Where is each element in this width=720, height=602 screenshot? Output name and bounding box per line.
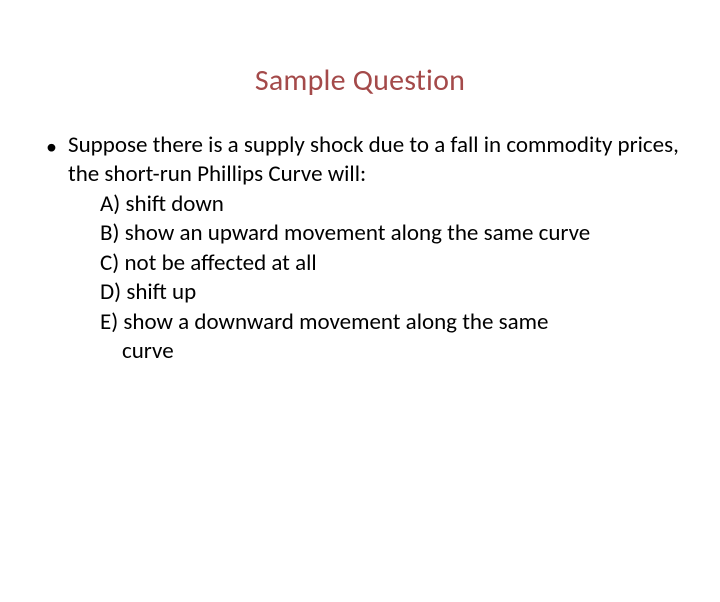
option-c: C) not be affected at all [100,249,680,278]
bullet-glyph: • [40,131,68,161]
option-e-continuation: curve [122,337,680,366]
option-label: B) [100,219,120,247]
bullet-item: • Suppose there is a supply shock due to… [40,131,680,190]
option-text: not be affected at all [124,249,316,277]
option-label: E) [100,308,118,336]
option-d: D) shift up [100,278,680,307]
slide-title: Sample Question [0,62,720,99]
options-list: A) shift down B) show an upward movement… [100,190,680,367]
option-text: shift up [126,278,196,306]
option-a: A) shift down [100,190,680,219]
slide: Sample Question • Suppose there is a sup… [0,62,720,602]
question-stem: Suppose there is a supply shock due to a… [68,131,680,190]
option-label: D) [100,278,121,306]
option-text: shift down [126,190,224,218]
option-text: show an upward movement along the same c… [125,219,591,247]
option-label: A) [100,190,120,218]
option-b: B) show an upward movement along the sam… [100,219,680,248]
option-e: E) show a downward movement along the sa… [100,308,680,337]
slide-body: • Suppose there is a supply shock due to… [40,131,680,367]
option-label: C) [100,249,119,277]
option-text: show a downward movement along the same [123,308,548,336]
